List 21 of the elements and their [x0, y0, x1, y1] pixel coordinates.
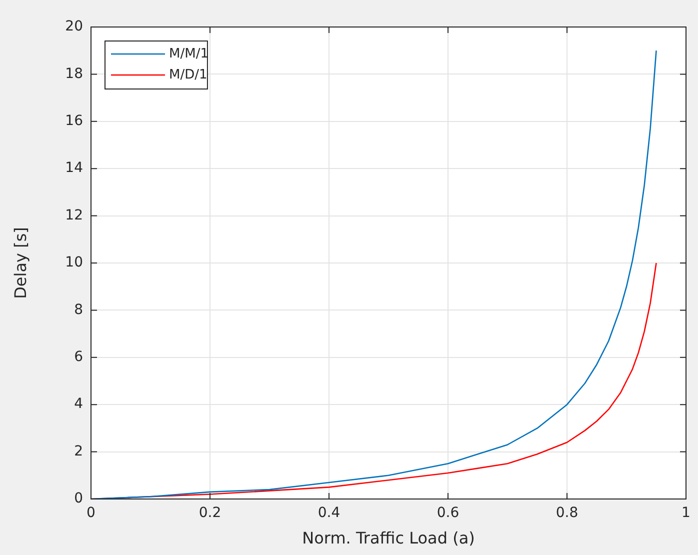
y-tick-label: 0: [74, 490, 83, 507]
x-tick-label: 0.4: [318, 505, 340, 522]
y-axis-title: Delay [s]: [10, 227, 30, 299]
y-tick-label: 12: [65, 207, 83, 224]
y-tick-label: 2: [74, 443, 83, 460]
x-tick-label: 1: [682, 505, 690, 522]
y-tick-label: 18: [65, 66, 83, 82]
y-tick-label: 14: [65, 160, 84, 176]
legend-label: M/D/1: [169, 67, 208, 82]
y-tick-label: 16: [65, 113, 84, 130]
x-tick-label: 0.6: [436, 505, 460, 522]
y-tick-label: 4: [74, 396, 84, 412]
x-tick-label: 0: [86, 505, 96, 522]
y-tick-label: 8: [74, 302, 83, 318]
x-tick-label: 0.2: [198, 505, 222, 522]
legend-label: M/M/1: [169, 46, 208, 62]
x-axis-title: Norm. Traffic Load (a): [302, 528, 475, 548]
y-tick-label: 6: [74, 349, 84, 366]
y-tick-label: 10: [65, 254, 83, 271]
y-tick-label: 20: [65, 18, 83, 35]
x-tick-label: 0.8: [556, 505, 578, 522]
